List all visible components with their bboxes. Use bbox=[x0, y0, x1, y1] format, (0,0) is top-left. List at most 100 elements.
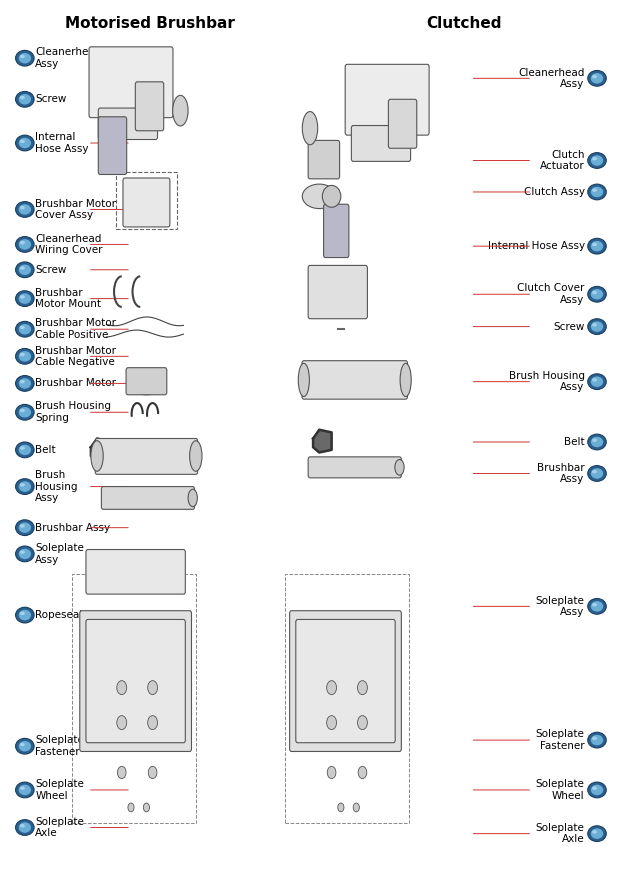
Ellipse shape bbox=[588, 287, 606, 302]
Text: Brushbar Motor
Cable Negative: Brushbar Motor Cable Negative bbox=[35, 346, 117, 367]
Ellipse shape bbox=[591, 468, 603, 479]
Ellipse shape bbox=[16, 202, 34, 217]
Ellipse shape bbox=[591, 785, 603, 795]
Circle shape bbox=[327, 716, 337, 730]
Ellipse shape bbox=[20, 551, 25, 554]
Text: Clutch Cover
Assy: Clutch Cover Assy bbox=[517, 283, 585, 305]
Ellipse shape bbox=[20, 206, 25, 210]
Text: Belt: Belt bbox=[564, 437, 585, 447]
Ellipse shape bbox=[16, 262, 34, 278]
FancyBboxPatch shape bbox=[302, 360, 407, 399]
FancyBboxPatch shape bbox=[95, 438, 198, 474]
Text: Cleanerhead
Assy: Cleanerhead Assy bbox=[35, 47, 102, 69]
Ellipse shape bbox=[20, 380, 25, 383]
Ellipse shape bbox=[592, 323, 597, 326]
Ellipse shape bbox=[20, 446, 25, 450]
Text: Screw: Screw bbox=[35, 265, 67, 275]
Text: Brushbar Motor
Cover Assy: Brushbar Motor Cover Assy bbox=[35, 199, 117, 220]
Ellipse shape bbox=[20, 296, 25, 299]
Ellipse shape bbox=[19, 294, 31, 303]
Ellipse shape bbox=[298, 363, 309, 396]
Ellipse shape bbox=[16, 135, 34, 151]
Ellipse shape bbox=[20, 787, 25, 790]
Text: Brush Housing
Assy: Brush Housing Assy bbox=[508, 371, 585, 393]
Ellipse shape bbox=[16, 820, 34, 836]
Ellipse shape bbox=[19, 94, 31, 104]
Text: Brushbar
Assy: Brushbar Assy bbox=[537, 463, 585, 484]
FancyBboxPatch shape bbox=[352, 125, 410, 161]
Circle shape bbox=[117, 681, 126, 695]
Circle shape bbox=[148, 681, 157, 695]
Ellipse shape bbox=[303, 111, 317, 145]
Ellipse shape bbox=[19, 204, 31, 215]
Ellipse shape bbox=[591, 187, 603, 197]
Ellipse shape bbox=[20, 409, 25, 412]
Ellipse shape bbox=[592, 291, 597, 295]
Ellipse shape bbox=[16, 291, 34, 306]
FancyBboxPatch shape bbox=[99, 117, 126, 175]
FancyBboxPatch shape bbox=[308, 457, 401, 478]
FancyBboxPatch shape bbox=[308, 140, 340, 179]
Ellipse shape bbox=[172, 96, 188, 126]
Circle shape bbox=[338, 803, 344, 812]
Ellipse shape bbox=[588, 466, 606, 481]
Ellipse shape bbox=[588, 239, 606, 254]
Text: Internal Hose Assy: Internal Hose Assy bbox=[487, 241, 585, 251]
Ellipse shape bbox=[19, 239, 31, 250]
Circle shape bbox=[117, 716, 126, 730]
Circle shape bbox=[358, 716, 368, 730]
FancyBboxPatch shape bbox=[80, 610, 192, 752]
Ellipse shape bbox=[591, 829, 603, 839]
Text: Cleanerhead
Wiring Cover: Cleanerhead Wiring Cover bbox=[35, 233, 103, 255]
Ellipse shape bbox=[588, 732, 606, 748]
Ellipse shape bbox=[91, 440, 104, 471]
Text: Ropeseal: Ropeseal bbox=[35, 610, 82, 620]
Ellipse shape bbox=[20, 54, 25, 58]
FancyBboxPatch shape bbox=[345, 64, 429, 135]
Text: Soleplate
Axle: Soleplate Axle bbox=[536, 823, 585, 845]
Ellipse shape bbox=[128, 368, 165, 395]
Text: Brushbar Motor
Cable Positive: Brushbar Motor Cable Positive bbox=[35, 318, 117, 340]
Ellipse shape bbox=[19, 785, 31, 795]
Ellipse shape bbox=[395, 460, 404, 475]
Text: Soleplate
Wheel: Soleplate Wheel bbox=[536, 779, 585, 801]
Circle shape bbox=[353, 803, 360, 812]
Ellipse shape bbox=[20, 325, 25, 329]
Ellipse shape bbox=[19, 378, 31, 389]
Text: Soleplate
Wheel: Soleplate Wheel bbox=[35, 779, 84, 801]
Ellipse shape bbox=[19, 823, 31, 833]
Ellipse shape bbox=[19, 610, 31, 620]
Ellipse shape bbox=[16, 237, 34, 253]
FancyBboxPatch shape bbox=[123, 178, 170, 227]
Ellipse shape bbox=[322, 185, 341, 207]
Ellipse shape bbox=[19, 741, 31, 752]
Circle shape bbox=[148, 766, 157, 779]
Text: Soleplate
Fastener: Soleplate Fastener bbox=[35, 736, 84, 757]
Ellipse shape bbox=[16, 520, 34, 536]
Text: Soleplate
Fastener: Soleplate Fastener bbox=[536, 730, 585, 751]
Text: Brush
Housing
Assy: Brush Housing Assy bbox=[35, 470, 78, 503]
Ellipse shape bbox=[20, 483, 25, 487]
Text: Soleplate
Axle: Soleplate Axle bbox=[35, 816, 84, 838]
Ellipse shape bbox=[592, 157, 597, 160]
Ellipse shape bbox=[20, 353, 25, 356]
FancyBboxPatch shape bbox=[89, 46, 173, 118]
Ellipse shape bbox=[20, 139, 25, 143]
Ellipse shape bbox=[16, 375, 34, 391]
Text: Clutch Assy: Clutch Assy bbox=[524, 187, 585, 197]
Ellipse shape bbox=[592, 602, 597, 606]
Ellipse shape bbox=[592, 438, 597, 442]
Ellipse shape bbox=[16, 348, 34, 364]
FancyBboxPatch shape bbox=[86, 619, 185, 743]
Ellipse shape bbox=[19, 351, 31, 361]
Ellipse shape bbox=[588, 434, 606, 450]
Ellipse shape bbox=[592, 75, 597, 78]
Text: Clutch
Actuator: Clutch Actuator bbox=[540, 150, 585, 171]
Circle shape bbox=[358, 681, 368, 695]
Ellipse shape bbox=[19, 523, 31, 533]
Ellipse shape bbox=[20, 241, 25, 245]
Circle shape bbox=[327, 766, 336, 779]
Ellipse shape bbox=[19, 324, 31, 334]
FancyBboxPatch shape bbox=[388, 99, 417, 148]
FancyBboxPatch shape bbox=[102, 487, 195, 510]
